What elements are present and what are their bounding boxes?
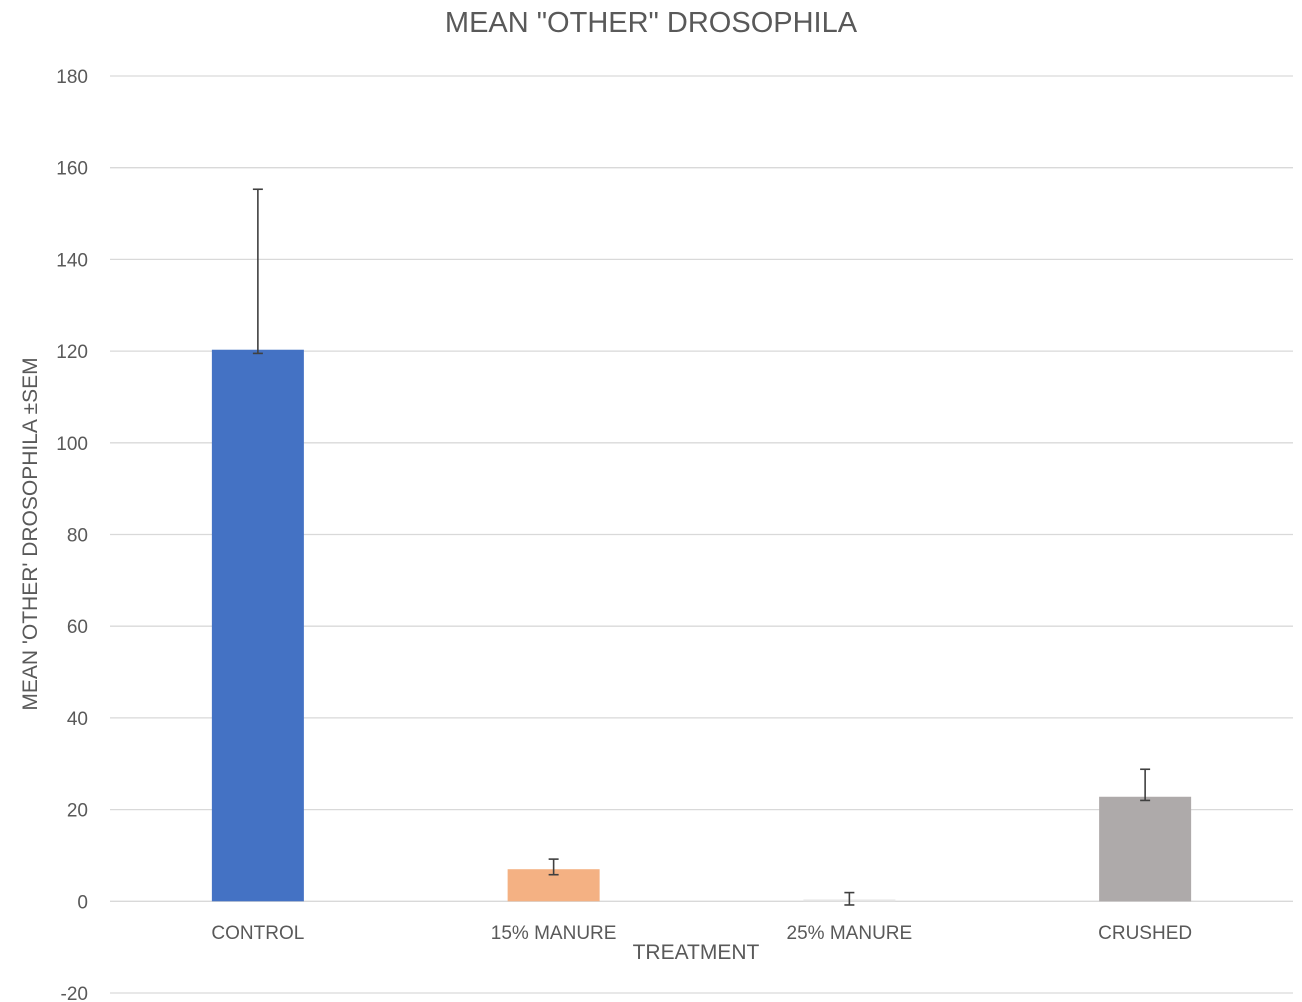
x-tick-label: 25% MANURE — [787, 923, 913, 944]
bar-crushed — [1099, 796, 1192, 902]
y-tick-label: 20 — [67, 801, 88, 822]
chart-title: MEAN "OTHER" DROSOPHILA — [445, 7, 858, 39]
x-tick-label: 15% MANURE — [491, 923, 617, 944]
y-tick-label: 60 — [67, 617, 88, 638]
y-tick-labels: -20 0 20 40 60 80 100 120 140 160 180 — [56, 67, 88, 1002]
error-bar — [548, 858, 559, 876]
bars — [211, 349, 1192, 902]
y-tick-label: -20 — [61, 984, 88, 1002]
y-tick-label: 100 — [56, 434, 88, 455]
error-bar — [1140, 768, 1151, 802]
y-tick-label: 0 — [77, 892, 88, 913]
x-tick-label: CONTROL — [211, 923, 304, 944]
error-bar — [844, 891, 855, 906]
y-tick-label: 80 — [67, 526, 88, 547]
x-tick-label: CRUSHED — [1098, 923, 1192, 944]
gridlines — [110, 75, 1293, 994]
y-tick-label: 120 — [56, 342, 88, 363]
y-tick-label: 180 — [56, 67, 88, 88]
x-tick-labels: CONTROL 15% MANURE 25% MANURE CRUSHED — [211, 923, 1192, 944]
error-bar — [252, 188, 263, 355]
x-axis-title: TREATMENT — [633, 941, 760, 964]
bar-control — [211, 349, 304, 902]
y-tick-label: 40 — [67, 709, 88, 730]
y-tick-label: 140 — [56, 250, 88, 271]
error-bars — [252, 188, 1151, 906]
y-tick-label: 160 — [56, 159, 88, 180]
y-axis-title: MEAN 'OTHER' DROSOPHILA ±SEM — [19, 357, 42, 710]
